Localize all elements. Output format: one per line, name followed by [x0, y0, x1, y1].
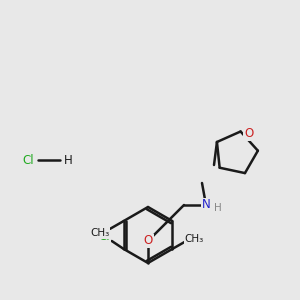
- Text: CH₃: CH₃: [184, 234, 204, 244]
- Text: CH₃: CH₃: [90, 228, 110, 238]
- Text: Cl: Cl: [22, 154, 34, 166]
- Text: Cl: Cl: [98, 230, 109, 244]
- Text: H: H: [64, 154, 72, 166]
- Text: N: N: [202, 199, 210, 212]
- Text: O: O: [244, 127, 253, 140]
- Text: O: O: [143, 235, 153, 248]
- Text: H: H: [214, 203, 222, 213]
